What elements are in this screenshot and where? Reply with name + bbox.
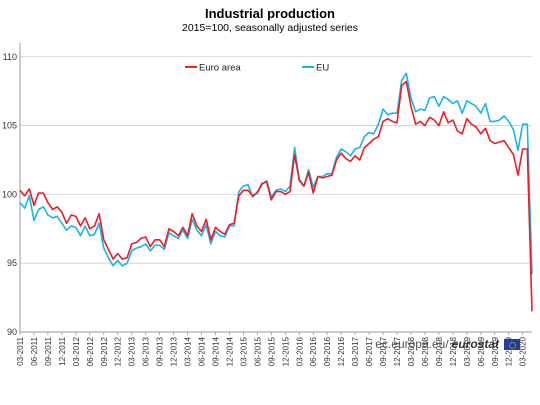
x-tick-label: 12-2013 xyxy=(170,336,179,366)
x-tick-label: 03-2015 xyxy=(239,336,248,366)
x-tick-label: 09-2014 xyxy=(211,336,220,366)
x-tick-label: 03-2012 xyxy=(72,336,81,366)
source-credit: ec.europa.eu/eurostat xyxy=(375,337,520,351)
y-tick-label: 95 xyxy=(7,258,17,268)
x-tick-label: 06-2018 xyxy=(421,336,430,366)
y-tick-label: 110 xyxy=(3,52,17,62)
x-tick-label: 06-2014 xyxy=(198,336,207,366)
x-tick-label: 03-2020 xyxy=(519,336,528,366)
legend-label: Euro area xyxy=(199,63,241,74)
x-tick-label: 03-2011 xyxy=(16,336,25,365)
series-line-eu xyxy=(19,72,533,275)
x-tick-label: 06-2019 xyxy=(477,336,486,366)
x-tick-label: 12-2011 xyxy=(58,336,67,365)
x-tick-label: 03-2014 xyxy=(184,336,193,366)
x-tick-label: 09-2016 xyxy=(323,336,332,366)
x-tick-label: 09-2017 xyxy=(379,336,388,366)
eu-flag-icon xyxy=(504,338,520,350)
source-url: ec.europa.eu/ xyxy=(375,337,449,351)
x-tick-label: 12-2014 xyxy=(225,336,234,366)
x-tick-label: 06-2011 xyxy=(30,336,39,365)
series-line-euro-area xyxy=(19,80,533,312)
x-tick-label: 03-2013 xyxy=(128,336,137,366)
y-tick-label: 90 xyxy=(7,327,17,337)
legend-label: EU xyxy=(316,63,329,74)
x-tick-label: 09-2015 xyxy=(267,336,276,366)
x-tick-label: 12-2019 xyxy=(505,336,514,366)
x-tick-label: 09-2019 xyxy=(491,336,500,366)
x-tick-label: 06-2017 xyxy=(365,336,374,366)
x-tick-label: 12-2016 xyxy=(337,336,346,366)
x-tick-label: 09-2012 xyxy=(100,336,109,366)
x-tick-label: 12-2015 xyxy=(281,336,290,366)
chart-subtitle: 2015=100, seasonally adjusted series xyxy=(182,22,358,34)
x-tick-label: 03-2018 xyxy=(407,336,416,366)
x-tick-label: 06-2016 xyxy=(309,336,318,366)
x-tick-label: 06-2015 xyxy=(253,336,262,366)
y-tick-label: 100 xyxy=(2,189,17,199)
x-tick-label: 03-2017 xyxy=(351,336,360,366)
x-tick-label: 03-2019 xyxy=(463,336,472,366)
x-tick-label: 12-2017 xyxy=(393,336,402,366)
x-tick-label: 06-2012 xyxy=(86,336,95,366)
x-tick-label: 12-2018 xyxy=(449,336,458,366)
y-tick-label: 105 xyxy=(2,121,17,131)
x-tick-label: 09-2013 xyxy=(156,336,165,366)
x-tick-label: 12-2012 xyxy=(114,336,123,366)
chart-title: Industrial production xyxy=(205,6,335,21)
x-tick-label: 03-2016 xyxy=(295,336,304,366)
source-brand: eurostat xyxy=(451,337,499,351)
x-tick-label: 09-2011 xyxy=(44,336,53,365)
x-tick-label: 06-2013 xyxy=(142,336,151,366)
x-tick-label: 09-2018 xyxy=(435,336,444,366)
